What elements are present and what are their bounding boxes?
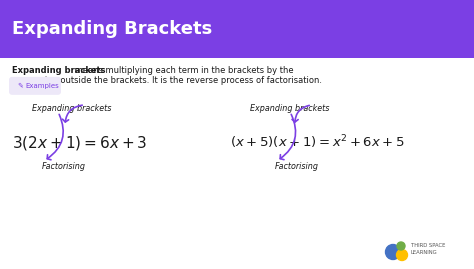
FancyBboxPatch shape (0, 0, 474, 58)
Text: means multiplying each term in the brackets by the: means multiplying each term in the brack… (72, 66, 293, 75)
Text: expression outside the brackets. It is the reverse process of factorisation.: expression outside the brackets. It is t… (12, 76, 322, 85)
Text: Factorising: Factorising (42, 162, 86, 171)
FancyBboxPatch shape (9, 77, 61, 95)
Text: Expanding brackets: Expanding brackets (32, 104, 111, 113)
Circle shape (396, 250, 408, 260)
Text: $(x+5)(x+1)=x^2+6x+5$: $(x+5)(x+1)=x^2+6x+5$ (230, 134, 405, 151)
Circle shape (385, 245, 401, 260)
Circle shape (397, 242, 405, 250)
Text: Expanding brackets: Expanding brackets (250, 104, 329, 113)
Text: ✎: ✎ (17, 83, 23, 89)
Text: Examples: Examples (25, 83, 59, 89)
Text: Expanding brackets: Expanding brackets (12, 66, 106, 75)
Text: THIRD SPACE
LEARNING: THIRD SPACE LEARNING (411, 243, 446, 255)
Text: $3(2x+1)=6x+3$: $3(2x+1)=6x+3$ (12, 134, 147, 152)
Text: Expanding Brackets: Expanding Brackets (12, 20, 212, 38)
Text: Factorising: Factorising (275, 162, 319, 171)
